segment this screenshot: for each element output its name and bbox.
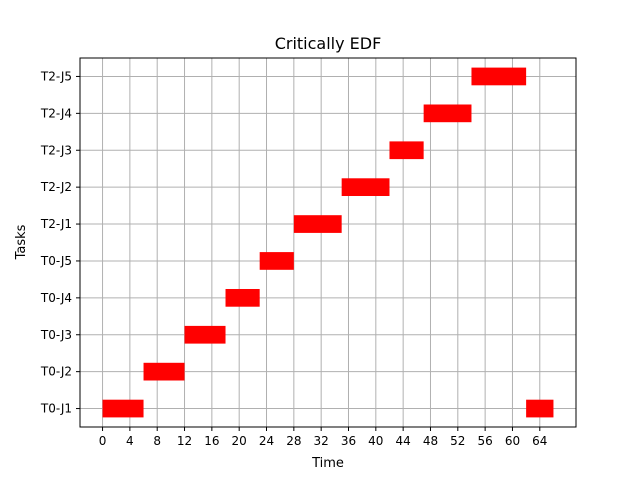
- x-tick-label: 48: [423, 434, 438, 448]
- x-tick-label: 40: [368, 434, 383, 448]
- x-tick-label: 12: [177, 434, 192, 448]
- y-tick-label: T0-J4: [40, 291, 72, 305]
- bar-t0-j3: [184, 325, 226, 344]
- x-tick-label: 4: [126, 434, 134, 448]
- bars: [102, 67, 554, 418]
- x-tick-label: 36: [341, 434, 356, 448]
- y-axis-label: Tasks: [14, 224, 29, 260]
- bar-t0-j2: [143, 362, 185, 381]
- bar-t2-j3: [389, 141, 424, 160]
- x-tick-label: 32: [314, 434, 329, 448]
- y-tick-label: T2-J5: [40, 69, 72, 83]
- x-tick-label: 16: [204, 434, 219, 448]
- bar-t0-j1: [102, 399, 144, 418]
- y-tick-label: T0-J1: [40, 402, 72, 416]
- bar-t2-j2: [341, 178, 390, 197]
- x-axis-ticks: 0 4 8 12 16 20 24 28 32 36 40 44 48 52 56 60 64: [99, 427, 547, 448]
- chart-title: Critically EDF: [275, 34, 382, 53]
- x-tick-label: 52: [450, 434, 465, 448]
- x-tick-label: 8: [153, 434, 161, 448]
- y-tick-label: T2-J2: [40, 180, 72, 194]
- x-tick-label: 60: [505, 434, 520, 448]
- plot-frame: [79, 57, 577, 428]
- bar-t0-j1: [526, 399, 554, 418]
- x-tick-label: 64: [532, 434, 547, 448]
- y-axis-ticks: T0-J1 T0-J2 T0-J3 T0-J4 T0-J5 T2-J1 T2-J2 T2-J3…: [40, 69, 80, 416]
- x-tick-label: 44: [396, 434, 411, 448]
- bar-t2-j5: [471, 67, 527, 86]
- x-tick-label: 28: [286, 434, 301, 448]
- bar-t0-j5: [259, 252, 294, 270]
- grid-lines: [80, 58, 576, 427]
- x-axis-label: Time: [311, 456, 344, 471]
- bar-t2-j4: [423, 104, 472, 123]
- bar-t2-j1: [293, 215, 342, 233]
- y-tick-label: T0-J3: [40, 328, 72, 342]
- y-tick-label: T0-J2: [40, 365, 72, 379]
- y-tick-label: T2-J3: [40, 143, 72, 157]
- bar-t0-j4: [225, 288, 260, 307]
- y-tick-label: T2-J4: [40, 106, 72, 120]
- y-tick-label: T2-J1: [40, 217, 72, 231]
- y-tick-label: T0-J5: [40, 254, 72, 268]
- x-tick-label: 56: [477, 434, 492, 448]
- x-tick-label: 0: [99, 434, 107, 448]
- x-tick-label: 24: [259, 434, 274, 448]
- x-tick-label: 20: [232, 434, 247, 448]
